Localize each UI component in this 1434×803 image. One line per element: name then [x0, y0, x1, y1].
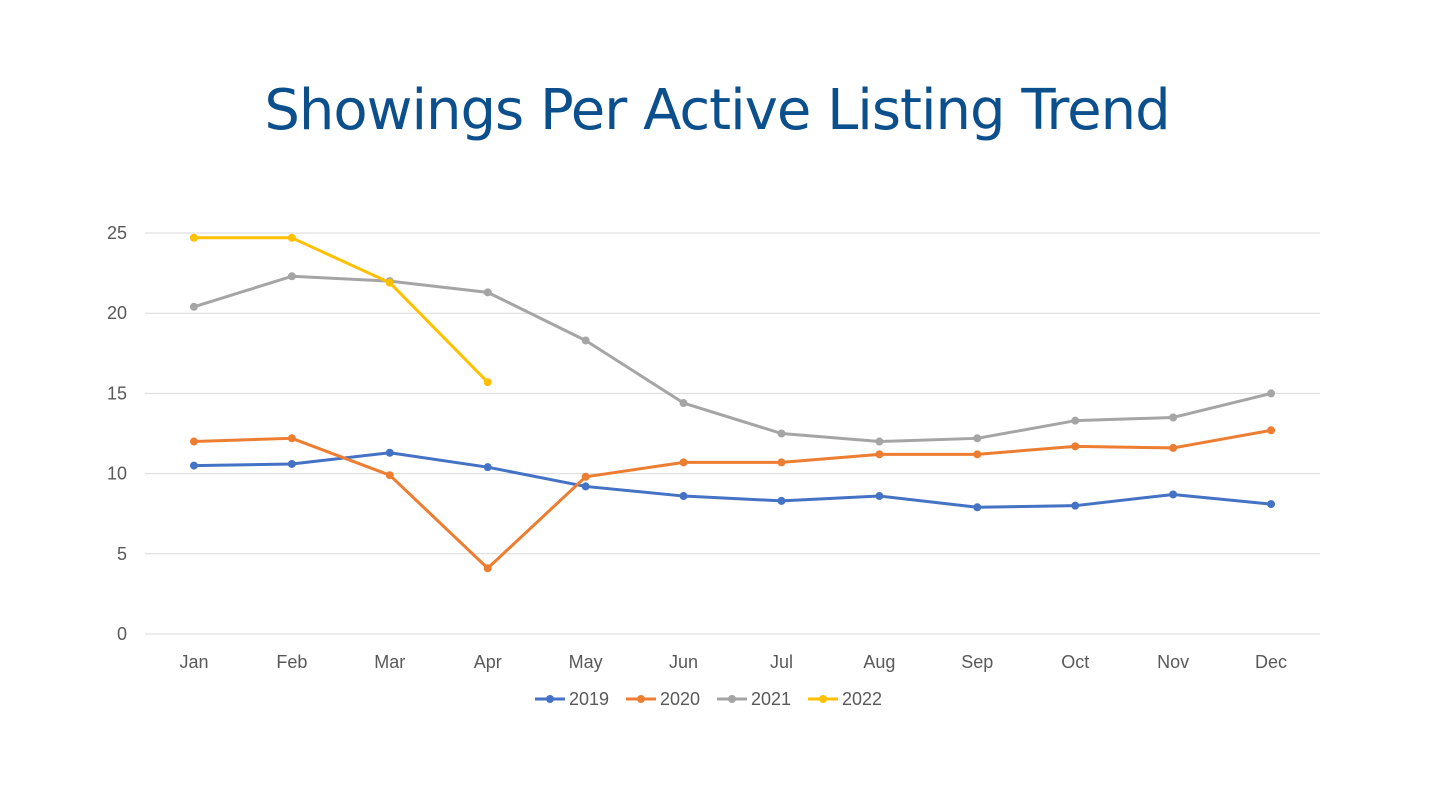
data-point — [875, 437, 884, 446]
legend-item: 2021 — [717, 689, 791, 709]
series-line — [193, 451, 1272, 509]
x-tick-label: May — [569, 652, 603, 672]
x-tick-label: Jan — [179, 652, 208, 672]
legend: 2019 2020 2021 2022 — [535, 689, 882, 709]
legend-item: 2020 — [626, 689, 700, 709]
data-point — [1169, 490, 1178, 499]
legend-marker — [819, 695, 827, 703]
data-point — [679, 458, 688, 467]
x-tick-label: Apr — [474, 652, 502, 672]
gridlines — [145, 232, 1320, 635]
legend-label: 2022 — [842, 689, 882, 709]
data-point — [189, 233, 198, 242]
data-point — [1267, 389, 1276, 398]
x-tick-label: Jul — [770, 652, 793, 672]
x-tick-label: Dec — [1255, 652, 1287, 672]
data-point — [581, 336, 590, 345]
series-2020 — [189, 426, 1276, 573]
data-point — [287, 459, 296, 468]
x-tick-label: Nov — [1157, 652, 1189, 672]
series-line — [193, 274, 1272, 444]
data-point — [875, 450, 884, 459]
data-point — [385, 278, 394, 287]
x-tick-label: Mar — [374, 652, 405, 672]
x-tick-label: Oct — [1061, 652, 1089, 672]
data-point — [385, 448, 394, 457]
y-tick-label: 5 — [117, 544, 127, 564]
legend-item: 2022 — [808, 689, 882, 709]
data-point — [973, 503, 982, 512]
y-tick-label: 25 — [107, 223, 127, 243]
data-point — [581, 482, 590, 491]
data-point — [1267, 426, 1276, 435]
data-point — [777, 429, 786, 438]
data-point — [1267, 500, 1276, 509]
data-point — [777, 458, 786, 467]
y-tick-label: 0 — [117, 624, 127, 644]
y-axis-ticks: 0 5 10 15 20 25 — [107, 223, 127, 644]
legend-item: 2019 — [535, 689, 609, 709]
data-point — [189, 437, 198, 446]
x-tick-label: Aug — [863, 652, 895, 672]
series-line — [193, 428, 1272, 570]
series-2019 — [189, 448, 1276, 512]
y-tick-label: 10 — [107, 464, 127, 484]
legend-label: 2021 — [751, 689, 791, 709]
data-point — [679, 399, 688, 408]
series-2021 — [189, 272, 1276, 446]
data-point — [973, 434, 982, 443]
y-tick-label: 15 — [107, 383, 127, 403]
legend-label: 2020 — [660, 689, 700, 709]
data-point — [1169, 443, 1178, 452]
data-point — [385, 471, 394, 480]
data-point — [1071, 416, 1080, 425]
data-point — [287, 434, 296, 443]
data-point — [483, 463, 492, 472]
x-tick-label: Feb — [276, 652, 307, 672]
data-point — [1169, 413, 1178, 422]
data-point — [287, 233, 296, 242]
data-point — [679, 492, 688, 501]
series-line — [193, 236, 489, 384]
legend-marker — [637, 695, 645, 703]
x-axis-ticks: Jan Feb Mar Apr May Jun Jul Aug Sep Oct Nov Dec — [179, 652, 1287, 672]
x-tick-label: Sep — [961, 652, 993, 672]
legend-marker — [546, 695, 554, 703]
data-point — [973, 450, 982, 459]
data-point — [875, 492, 884, 501]
data-point — [483, 378, 492, 387]
data-point — [581, 472, 590, 481]
data-point — [777, 496, 786, 505]
data-point — [1071, 442, 1080, 451]
data-point — [189, 302, 198, 311]
data-point — [483, 564, 492, 573]
x-tick-label: Jun — [669, 652, 698, 672]
chart-title: Showings Per Active Listing Trend — [264, 78, 1170, 143]
legend-label: 2019 — [569, 689, 609, 709]
data-point — [189, 461, 198, 470]
data-point — [287, 272, 296, 281]
y-tick-label: 20 — [107, 303, 127, 323]
data-point — [1071, 501, 1080, 510]
series-lines — [189, 233, 1276, 573]
data-point — [483, 288, 492, 297]
series-2022 — [189, 233, 492, 387]
legend-marker — [728, 695, 736, 703]
